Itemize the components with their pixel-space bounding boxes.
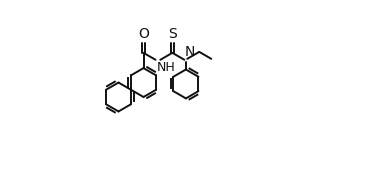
Text: S: S [168, 27, 177, 41]
Text: N: N [185, 45, 195, 59]
Text: O: O [138, 27, 149, 41]
Text: NH: NH [156, 61, 175, 74]
